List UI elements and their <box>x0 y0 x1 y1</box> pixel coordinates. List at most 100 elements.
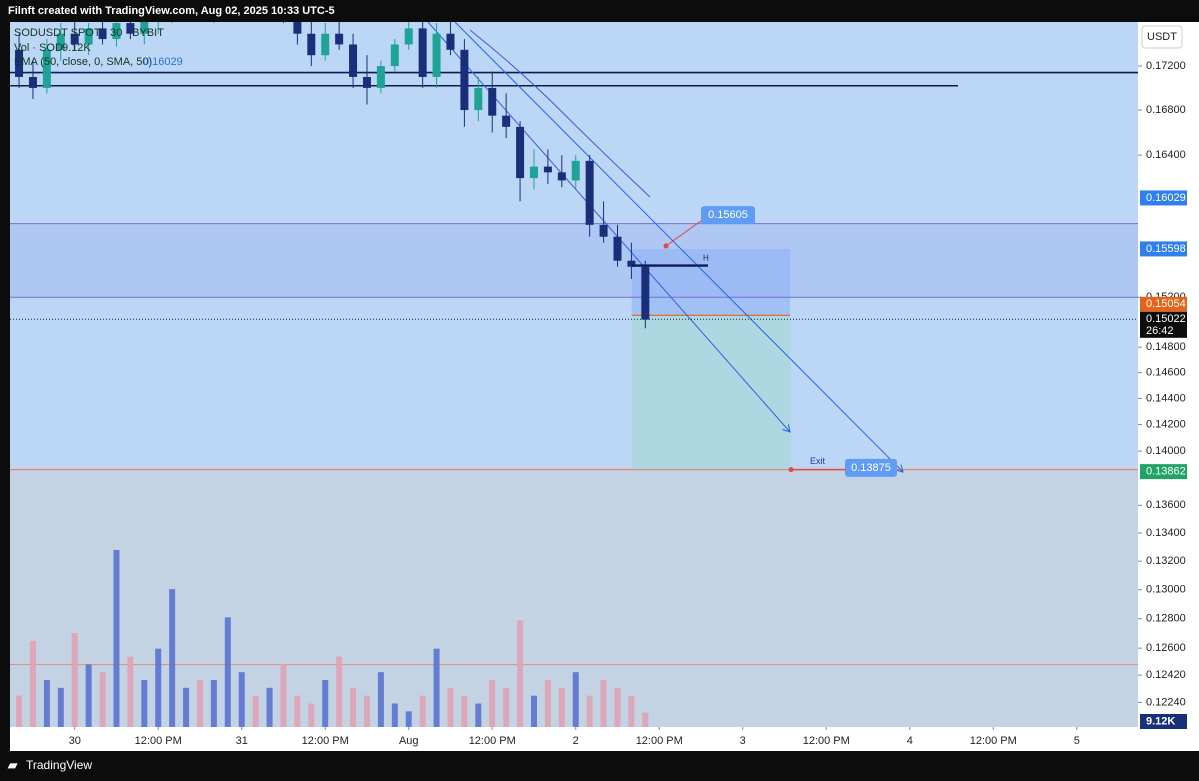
candle-body <box>599 224 608 237</box>
y-tick-label: 0.13000 <box>1146 584 1186 596</box>
candle-body <box>390 44 399 67</box>
volume-bar <box>210 680 217 727</box>
countdown: 26:42 <box>1146 325 1174 337</box>
volume-bar <box>475 703 482 727</box>
x-tick-label: 12:00 PM <box>302 735 349 747</box>
candle-body <box>98 28 107 40</box>
volume-bar <box>57 687 64 727</box>
exit-text: 0.13875 <box>851 462 891 474</box>
y-tick-label: 0.12600 <box>1146 642 1186 654</box>
x-tick-label: 5 <box>1074 735 1080 747</box>
volume-bar <box>544 680 551 727</box>
volume-bar <box>572 672 579 727</box>
candle-body <box>488 87 497 116</box>
y-tick-label: 0.17200 <box>1146 60 1186 72</box>
time-axis <box>10 727 1138 751</box>
volume-bar <box>419 695 426 727</box>
candle-body <box>84 28 93 45</box>
y-tick-label: 0.14000 <box>1146 445 1186 457</box>
header: Filnft created with TradingView.com, Aug… <box>8 5 335 17</box>
candle-body <box>70 33 79 45</box>
x-tick-label: 12:00 PM <box>469 735 516 747</box>
candle-body <box>56 33 65 50</box>
y-tick-label: 0.14600 <box>1146 367 1186 379</box>
currency[interactable]: USDT <box>1147 31 1177 43</box>
x-tick-label: 3 <box>740 735 746 747</box>
volume-bar <box>127 656 134 727</box>
y-tick-label: 0.14200 <box>1146 418 1186 430</box>
volume-bar <box>113 549 120 727</box>
volume-bar <box>336 656 343 727</box>
candle-body <box>460 49 469 111</box>
volume-bar <box>461 695 468 727</box>
price-axis <box>1138 22 1199 751</box>
volume-bar <box>196 680 203 727</box>
candle-body <box>404 28 413 45</box>
risk-zone <box>631 248 791 316</box>
candle-body <box>502 115 511 127</box>
volume-bar <box>141 680 148 727</box>
zone-band <box>10 223 1138 298</box>
candle-body <box>15 49 24 77</box>
price-label: 0.15054 <box>1146 298 1186 310</box>
trend-line <box>454 22 903 472</box>
volume-bar <box>405 711 412 727</box>
currency-button[interactable] <box>1141 25 1183 49</box>
legend-volume: Vol · SOD <box>14 42 63 54</box>
price-label-bg <box>1140 464 1187 480</box>
volume-bar <box>280 664 287 727</box>
volume-bar <box>43 680 50 727</box>
volume-bar <box>391 703 398 727</box>
y-tick-label: 0.12240 <box>1146 696 1186 708</box>
y-tick-label: 0.14400 <box>1146 392 1186 404</box>
volume-bar <box>530 695 537 727</box>
volume-bar <box>503 687 510 727</box>
candle-body <box>28 76 37 88</box>
volume-bar <box>642 712 649 727</box>
legend-symbol: SODUSDT SPOT · 30 · BYBIT <box>14 27 164 39</box>
callout-bubble <box>701 206 755 225</box>
trend-curve <box>469 29 651 198</box>
volume-bar <box>489 680 496 727</box>
volume-bar <box>169 589 176 727</box>
x-tick-label: 30 <box>69 735 81 747</box>
volume-bar <box>433 648 440 727</box>
y-tick-label: 0.13600 <box>1146 499 1186 511</box>
price-label-bg <box>1140 241 1187 257</box>
volume-bar <box>447 687 454 727</box>
candle-body <box>307 33 316 56</box>
price-label-bg <box>1140 190 1187 206</box>
candle-body <box>126 23 135 34</box>
volume-bar <box>238 672 245 727</box>
x-tick-label: 4 <box>907 735 913 747</box>
exit-label: Exit <box>810 456 826 466</box>
callout-line <box>665 217 706 247</box>
price-label: 0.16029 <box>1146 192 1186 204</box>
candle-body <box>641 266 650 320</box>
candle-body <box>557 172 566 181</box>
candle-body <box>474 87 483 111</box>
volume-bar <box>183 687 190 727</box>
x-tick-label: 12:00 PM <box>803 735 850 747</box>
candle-body <box>140 22 149 34</box>
volume-bar <box>294 695 301 727</box>
candle-body <box>293 22 302 34</box>
legend-indicator: EMA (50, close, 0, SMA, 50) <box>14 56 152 68</box>
y-tick-label: 0.16800 <box>1146 104 1186 116</box>
volume-bar <box>155 648 162 727</box>
volume-bar <box>308 703 315 727</box>
volume-bar <box>252 695 259 727</box>
footer-logo: ▰ <box>7 758 18 772</box>
reward-zone <box>631 315 791 470</box>
y-tick-label: 0.13200 <box>1146 555 1186 567</box>
x-tick-label: 2 <box>573 735 579 747</box>
price-label: 0.15598 <box>1146 243 1186 255</box>
candle-body <box>627 260 636 267</box>
volume-bar <box>586 695 593 727</box>
footer: TradingView <box>26 758 92 772</box>
candle-body <box>349 44 358 77</box>
price-label: 0.15022 <box>1146 313 1186 325</box>
candle-body <box>516 126 525 179</box>
volume-bar <box>29 640 36 727</box>
